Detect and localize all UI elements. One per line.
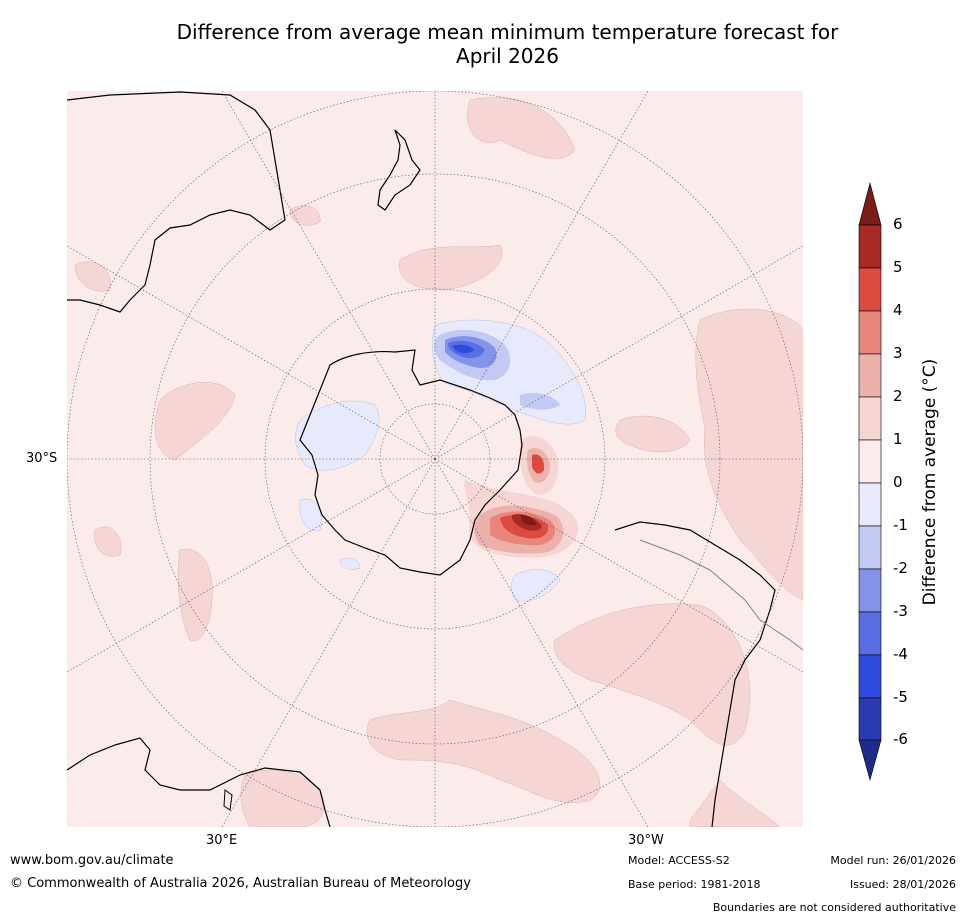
- colorbar-tick-3: 3: [893, 344, 903, 362]
- anomaly-positive-core: [464, 436, 579, 558]
- antarctica-coastline: [299, 349, 523, 576]
- colorbar-band-m2-m1: [858, 525, 882, 570]
- lon-label-30w: 30°W: [628, 833, 664, 848]
- colorbar-tick-m3: -3: [893, 602, 908, 620]
- lat-label-30s: 30°S: [26, 451, 58, 466]
- colorbar-tick-1: 1: [893, 430, 903, 448]
- anomaly-negative-core: [434, 329, 560, 410]
- title-line-2: April 2026: [456, 44, 559, 68]
- colorbar-tick-5: 5: [893, 258, 903, 276]
- chart-title: Difference from average mean minimum tem…: [60, 20, 955, 68]
- colorbar-tick-2: 2: [893, 387, 903, 405]
- colorbar-tick-m6: -6: [893, 730, 908, 748]
- colorbar-extend-high: [858, 181, 882, 226]
- footer-model-run: Model run: 26/01/2026: [830, 854, 956, 867]
- new-zealand-coastline: [377, 129, 421, 211]
- colorbar-tick-4: 4: [893, 301, 903, 319]
- colorbar-band-m5-m4: [858, 654, 882, 699]
- footer-base-period: Base period: 1981-2018: [628, 878, 761, 891]
- madagascar-coastline: [223, 789, 233, 811]
- graticule: [67, 91, 803, 827]
- colorbar-band-2-3: [858, 353, 882, 398]
- colorbar-tick-0: 0: [893, 473, 903, 491]
- colorbar-band-m4-m3: [858, 611, 882, 656]
- colorbar-band-0-1: [858, 439, 882, 484]
- footer-disclaimer: Boundaries are not considered authoritat…: [712, 901, 956, 914]
- anomaly-1-to-2-regions: [74, 97, 803, 827]
- title-line-1: Difference from average mean minimum tem…: [176, 20, 839, 44]
- colorbar-tick-m4: -4: [893, 645, 908, 663]
- colorbar-band-m3-m2: [858, 568, 882, 613]
- colorbar-tick-6: 6: [893, 215, 903, 233]
- colorbar-band-3-4: [858, 310, 882, 355]
- africa-coastline: [67, 737, 331, 827]
- footer-model: Model: ACCESS-S2: [628, 854, 730, 867]
- colorbar-band-m6-m5: [858, 697, 882, 741]
- footer-copyright: © Commonwealth of Australia 2026, Austra…: [10, 876, 471, 891]
- australia-coastline: [67, 91, 286, 313]
- colorbar-tick-m2: -2: [893, 559, 908, 577]
- colorbar: [858, 181, 882, 782]
- colorbar-band-m1-0: [858, 482, 882, 527]
- lon-label-30e: 30°E: [206, 833, 238, 848]
- colorbar-tick-m5: -5: [893, 688, 908, 706]
- footer-website: www.bom.gov.au/climate: [10, 853, 174, 868]
- south-america-border: [639, 539, 803, 651]
- footer-issued: Issued: 28/01/2026: [849, 878, 956, 891]
- colorbar-tick-m1: -1: [893, 516, 908, 534]
- colorbar-band-1-2: [858, 396, 882, 441]
- south-america-coastline: [614, 521, 776, 827]
- colorbar-extend-low: [858, 739, 882, 782]
- colorbar-band-4-5: [858, 267, 882, 312]
- colorbar-band-5-6: [858, 224, 882, 269]
